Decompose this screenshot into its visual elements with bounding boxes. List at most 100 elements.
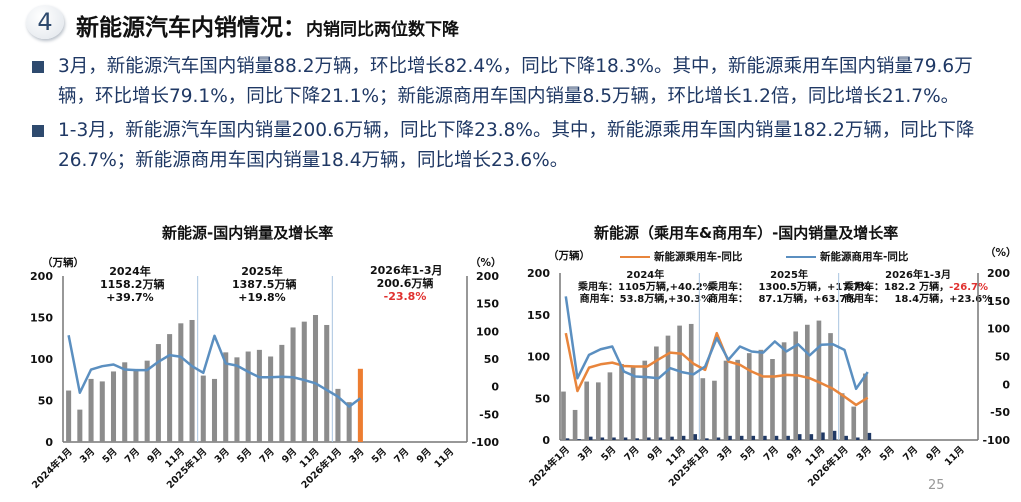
bar-passenger [781, 342, 787, 440]
x-tick-label: 7月 [901, 444, 920, 463]
y-tick-label: 150 [527, 309, 550, 322]
bar-passenger [572, 409, 578, 440]
legend-blue-line-icon [786, 255, 816, 258]
chart1-title: 新能源-国内销量及增长率 [162, 224, 334, 242]
bullet-q1: 1-3月，新能源汽车国内销量200.6万辆，同比下降23.8%。其中，新能源乘用… [30, 116, 990, 176]
line-新能源商用车-同比 [564, 296, 869, 391]
bullet-square-icon [32, 61, 44, 73]
bar-commercial [763, 435, 767, 440]
bar-commercial [635, 438, 639, 440]
chart1-annotation-2025: 2025年 1387.5万辆 +19.8% [232, 265, 297, 304]
bar [211, 378, 218, 442]
bar [110, 371, 117, 442]
bar-commercial [670, 436, 674, 440]
bar-commercial [658, 437, 663, 440]
y2-tick-label: -50 [479, 408, 499, 421]
bar-passenger [723, 360, 729, 440]
y2-tick-label: 0 [491, 381, 499, 394]
bar [357, 368, 363, 442]
bar-passenger [665, 335, 671, 440]
bullet-square-icon [32, 125, 44, 137]
bar-commercial [600, 437, 605, 440]
y2-tick-label: -50 [990, 406, 1010, 419]
bar [155, 344, 161, 442]
bar-commercial [612, 437, 616, 440]
bar-passenger [595, 382, 601, 440]
y2-tick-label: 200 [987, 267, 1010, 280]
bar-commercial [821, 432, 825, 440]
y2-tick-label: -100 [471, 436, 499, 449]
bar-commercial [798, 434, 802, 440]
bar-passenger [770, 359, 775, 440]
bar-passenger [584, 381, 590, 440]
y2-tick-label: 100 [476, 325, 499, 338]
bar-commercial [856, 437, 860, 440]
chart2-annotation-2024: 2024年 乘用车：1105万辆,+40.2% 商用车：53.8万辆,+30.3% [578, 270, 713, 305]
bar [245, 351, 251, 442]
x-tick-label: 5月 [878, 444, 897, 463]
bar [301, 321, 307, 442]
x-tick-label: 9月 [785, 444, 804, 463]
bar-commercial [693, 434, 698, 440]
y-tick-label: 50 [535, 392, 551, 405]
bar-passenger [793, 331, 799, 440]
bar [256, 349, 262, 442]
x-tick-label: 7月 [762, 444, 781, 463]
bar [77, 409, 83, 442]
chart1-right-unit: （%） [470, 257, 502, 269]
x-tick-label: 7月 [622, 444, 641, 463]
bar [335, 388, 341, 442]
bar-passenger [561, 391, 566, 440]
bullet-list: 3月，新能源汽车国内销量88.2万辆，环比增长82.4%，同比下降18.3%。其… [30, 52, 990, 180]
bar-commercial [786, 435, 790, 440]
bar [144, 360, 150, 442]
bar [178, 323, 184, 442]
bar-passenger [712, 380, 717, 440]
y2-tick-label: 150 [987, 295, 1010, 308]
title-sub: 内销同比两位数下降 [306, 20, 459, 40]
bullet-march: 3月，新能源汽车国内销量88.2万辆，环比增长82.4%，同比下降18.3%。其… [30, 52, 990, 112]
chart1-left-unit: （万辆） [42, 257, 84, 269]
bar-passenger [642, 360, 648, 440]
chart2-annotation-2025: 2025年 乘用车： 1300.5万辆，+17.7% 商用车： 87.1万辆，+63… [708, 270, 871, 305]
x-tick-label: 3月 [576, 444, 595, 463]
bar-commercial [716, 437, 721, 440]
y2-tick-label: -100 [982, 434, 1010, 447]
bar-passenger [619, 364, 624, 440]
y-tick-label: 100 [527, 351, 550, 364]
bar-commercial [577, 439, 581, 440]
bar-commercial [867, 432, 872, 440]
section-number-badge: 4 [26, 5, 64, 39]
bar-passenger [839, 393, 845, 440]
bar-commercial [844, 435, 848, 440]
bar [133, 368, 139, 442]
bar-commercial [623, 437, 628, 440]
x-tick-label: 2024年1月 [527, 444, 572, 489]
bar-passenger [700, 378, 706, 440]
bar [346, 402, 352, 442]
y2-tick-label: 200 [476, 270, 499, 283]
chart2-right-unit: （%） [985, 247, 1017, 259]
bullet-text: 3月，新能源汽车国内销量88.2万辆，环比增长82.4%，同比下降18.3%。其… [58, 56, 973, 107]
y-tick-label: 100 [30, 353, 53, 366]
bar-passenger [607, 372, 613, 440]
chart1-annotation-2024: 2024年 1158.2万辆 +39.7% [100, 265, 165, 304]
bar [66, 390, 72, 442]
bar [279, 344, 285, 442]
y-tick-label: 0 [45, 436, 53, 449]
page-title: 新能源汽车内销情况：内销同比两位数下降 [76, 8, 459, 42]
x-tick-label: 5月 [739, 444, 758, 463]
y-tick-label: 0 [542, 434, 550, 447]
y2-tick-label: 100 [987, 323, 1010, 336]
legend-passenger: 新能源乘用车-同比 [620, 249, 742, 264]
bar-commercial [739, 435, 744, 440]
bar-passenger [863, 373, 868, 440]
y-tick-label: 200 [527, 267, 550, 280]
bar-passenger [630, 366, 636, 440]
bar-passenger [758, 349, 764, 440]
y2-tick-label: 50 [484, 353, 500, 366]
bullet-text: 1-3月，新能源汽车国内销量200.6万辆，同比下降23.8%。其中，新能源乘用… [58, 120, 975, 171]
bar-passenger [851, 406, 857, 440]
x-tick-label: 11月 [943, 444, 967, 468]
